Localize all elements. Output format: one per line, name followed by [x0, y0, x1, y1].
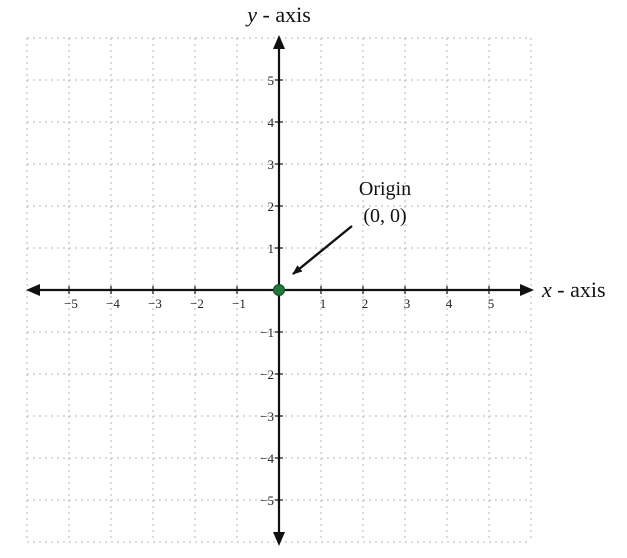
y-axis-title-variable: y [245, 2, 257, 27]
origin-pointer-arrow [292, 225, 353, 275]
x-tick-label: 2 [362, 296, 369, 311]
y-tick-label: −5 [260, 493, 274, 508]
y-tick-label: 5 [268, 73, 275, 88]
x-axis-title-variable: x [541, 277, 552, 302]
y-tick-label: 2 [268, 199, 275, 214]
y-tick-label: −2 [260, 367, 274, 382]
y-tick-labels: 5 4 3 2 1 −1 −2 −3 −4 −5 [260, 73, 283, 508]
x-tick-labels: −5 −4 −3 −2 −1 1 2 3 4 5 [64, 286, 494, 311]
x-axis-left-arrow-icon [26, 284, 40, 296]
x-tick-label: 1 [320, 296, 327, 311]
y-tick-label: −3 [260, 409, 274, 424]
origin-coordinates-label: (0, 0) [363, 205, 406, 227]
y-axis-bottom-arrow-icon [273, 532, 285, 546]
x-tick-label: 5 [488, 296, 495, 311]
y-tick-label: −4 [260, 451, 274, 466]
x-axis-title-suffix: - axis [552, 277, 606, 302]
y-axis-top-arrow-icon [273, 35, 285, 49]
x-axis-title: x - axis [541, 277, 606, 302]
y-tick-label: 1 [268, 241, 275, 256]
x-tick-label: −2 [190, 296, 204, 311]
x-tick-label: −1 [232, 296, 246, 311]
origin-point [273, 284, 285, 296]
origin-label: Origin [359, 178, 411, 200]
x-tick-label: −4 [106, 296, 120, 311]
x-axis-right-arrow-icon [520, 284, 534, 296]
y-axis-title: y - axis [245, 2, 311, 27]
x-tick-label: −5 [64, 296, 78, 311]
x-tick-label: 3 [404, 296, 411, 311]
y-tick-label: −1 [260, 325, 274, 340]
y-axis-title-suffix: - axis [257, 2, 311, 27]
y-tick-label: 4 [268, 115, 275, 130]
y-tick-label: 3 [268, 157, 275, 172]
x-tick-label: 4 [446, 296, 453, 311]
x-tick-label: −3 [148, 296, 162, 311]
